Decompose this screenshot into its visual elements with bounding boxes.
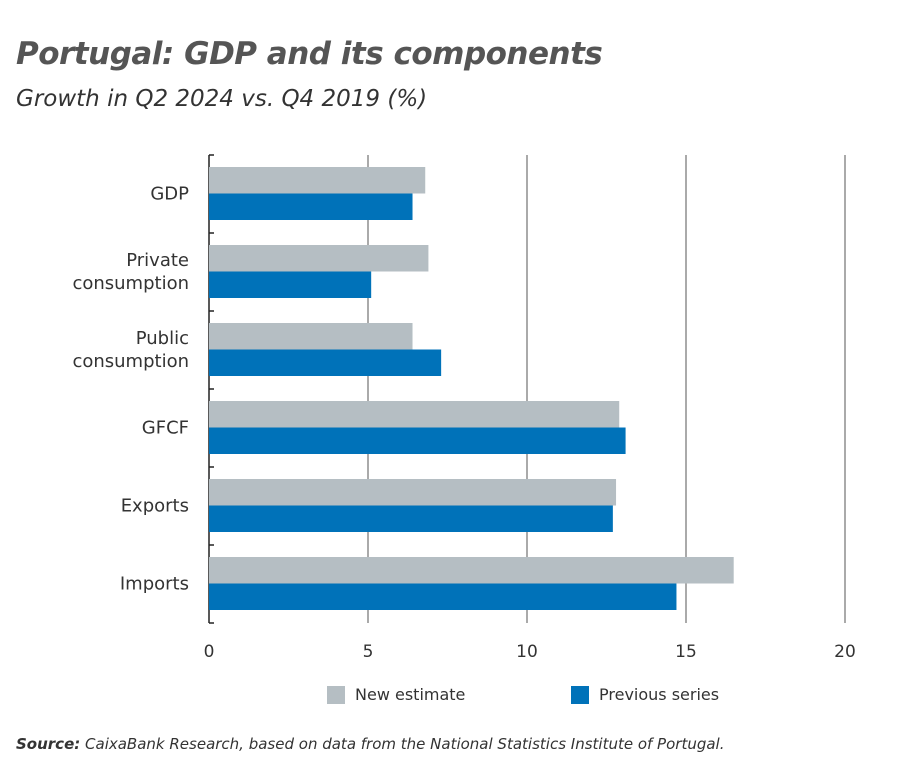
bar-previous-series — [209, 193, 413, 220]
y-tick-label: GDP — [150, 184, 189, 205]
legend-item-new-estimate: New estimate — [327, 685, 465, 704]
bar-new-estimate — [209, 479, 617, 506]
x-tick-label: 15 — [675, 642, 697, 662]
x-tick-label: 20 — [834, 642, 856, 662]
chart-title: Portugal: GDP and its components — [16, 36, 603, 72]
bar-chart: 0 5 10 15 20 GDP Private consumption Public consu… — [72, 154, 856, 662]
x-tick-label: 5 — [363, 642, 374, 662]
source-note: Source: CaixaBank Research, based on dat… — [16, 735, 725, 753]
bar-previous-series — [209, 349, 442, 376]
y-tick-label: Private consumption — [72, 250, 189, 294]
bar-previous-series — [209, 271, 372, 298]
bar-previous-series — [209, 427, 626, 454]
bar-previous-series — [209, 505, 613, 532]
y-tick-label: Imports — [120, 574, 189, 595]
legend-swatch-new-estimate — [327, 685, 345, 704]
bar-new-estimate — [209, 401, 620, 428]
bar-new-estimate — [209, 167, 426, 194]
chart-subtitle: Growth in Q2 2024 vs. Q4 2019 (%) — [16, 86, 428, 112]
y-tick-label: Exports — [121, 496, 189, 517]
legend-label: New estimate — [355, 685, 466, 704]
source-text: CaixaBank Research, based on data from t… — [85, 735, 725, 753]
legend-swatch-previous-series — [571, 685, 589, 704]
bar-new-estimate — [209, 323, 413, 350]
source-label: Source: — [16, 735, 81, 753]
legend-label: Previous series — [599, 685, 720, 704]
y-tick-label: GFCF — [142, 418, 189, 439]
bar-previous-series — [209, 583, 677, 610]
legend-item-previous-series: Previous series — [571, 685, 719, 704]
x-tick-label: 10 — [516, 642, 538, 662]
bar-new-estimate — [209, 245, 429, 272]
x-tick-label: 0 — [204, 642, 215, 662]
bar-new-estimate — [209, 557, 734, 584]
y-tick-label: Public consumption — [72, 328, 189, 372]
